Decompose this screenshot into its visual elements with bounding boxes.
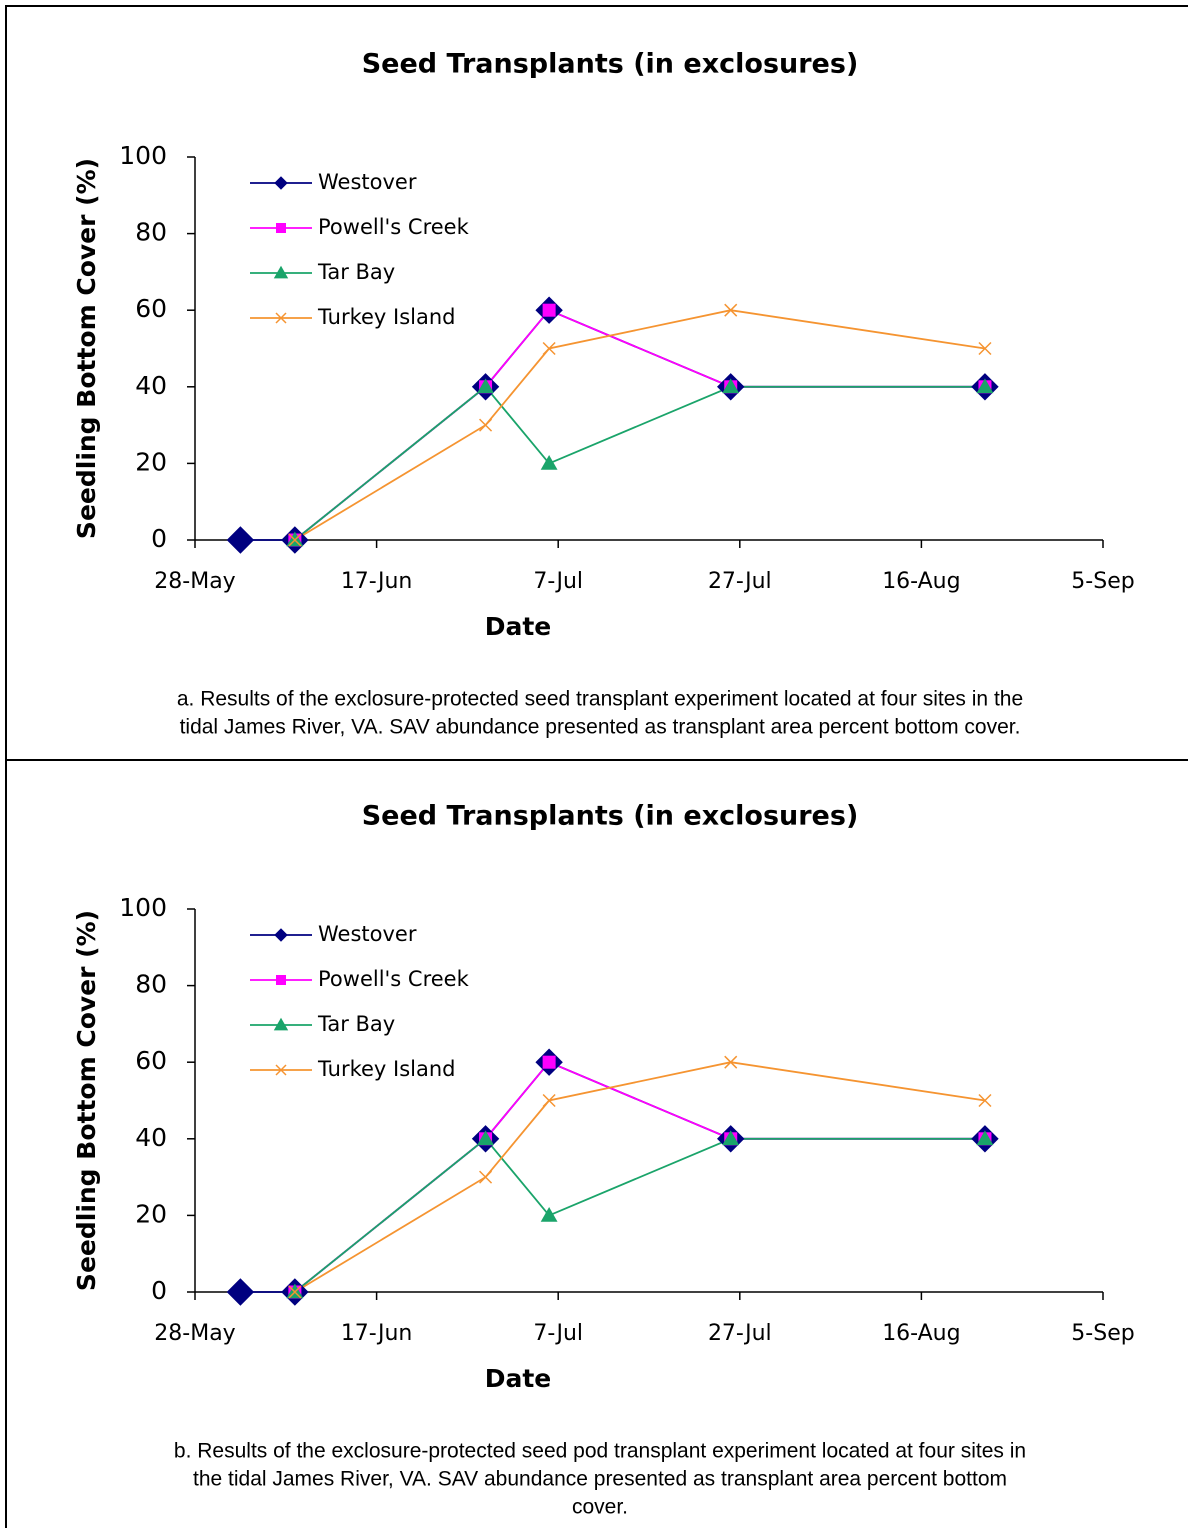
series-line (294, 385, 985, 541)
x-tick-label: 16-Aug (882, 1321, 960, 1346)
x-tick-label: 5-Sep (1071, 1321, 1134, 1346)
caption: cover. (572, 1496, 628, 1519)
legend-label: Westover (318, 922, 417, 946)
y-tick-label: 100 (119, 893, 167, 922)
y-tick-label: 0 (151, 524, 167, 553)
y-tick-label: 100 (119, 141, 167, 170)
legend-marker (276, 975, 286, 985)
caption: a. Results of the exclosure-protected se… (177, 688, 1023, 711)
data-point (978, 1093, 992, 1108)
legend-label: Tar Bay (317, 1012, 395, 1036)
data-point (724, 1055, 738, 1069)
legend-marker (273, 265, 289, 279)
data-point (226, 1278, 255, 1306)
data-point (542, 1055, 556, 1069)
y-tick-label: 20 (135, 447, 167, 476)
y-tick-label: 40 (135, 1123, 167, 1152)
legend-marker (275, 1064, 287, 1076)
x-tick-label: 7-Jul (533, 569, 583, 594)
data-point (978, 341, 992, 356)
data-point (477, 1130, 494, 1146)
x-tick-label: 27-Jul (708, 1321, 772, 1346)
legend-marker (274, 176, 288, 190)
legend-marker (276, 223, 286, 233)
data-point (976, 1130, 994, 1146)
data-point (288, 533, 302, 547)
data-point (540, 455, 558, 470)
y-tick-label: 60 (135, 1046, 167, 1075)
legend-label: Tar Bay (317, 260, 395, 284)
data-point (479, 418, 493, 432)
legend-marker (273, 1017, 289, 1031)
x-tick-label: 5-Sep (1071, 569, 1134, 594)
data-point (540, 1207, 558, 1222)
x-tick-label: 17-Jun (341, 1321, 413, 1346)
legend-label: Powell's Creek (318, 215, 470, 239)
y-axis-label: Seedling Bottom Cover (%) (72, 910, 101, 1291)
caption: tidal James River, VA. SAV abundance pre… (180, 716, 1021, 739)
caption: the tidal James River, VA. SAV abundance… (193, 1468, 1007, 1491)
data-point (226, 526, 255, 554)
x-tick-label: 16-Aug (882, 569, 960, 594)
x-tick-label: 7-Jul (533, 1321, 583, 1346)
y-tick-label: 60 (135, 294, 167, 323)
y-tick-label: 80 (135, 218, 167, 247)
series-line (294, 1137, 985, 1293)
data-point (479, 1170, 493, 1184)
data-point (477, 378, 494, 394)
data-point (288, 1285, 302, 1299)
data-point (976, 378, 994, 394)
frame (5, 5, 1188, 1528)
data-point (542, 341, 556, 356)
y-tick-label: 0 (151, 1276, 167, 1305)
data-point (724, 303, 738, 317)
chart-title: Seed Transplants (in exclosures) (362, 49, 859, 80)
x-tick-label: 28-May (154, 1321, 235, 1346)
data-point (542, 1093, 556, 1108)
y-tick-label: 80 (135, 970, 167, 999)
y-axis-label: Seedling Bottom Cover (%) (72, 158, 101, 539)
legend-marker (274, 928, 288, 942)
legend-label: Turkey Island (317, 1057, 456, 1081)
x-axis-label: Date (485, 612, 552, 641)
data-point (722, 378, 740, 394)
x-tick-label: 17-Jun (341, 569, 413, 594)
x-tick-label: 27-Jul (708, 569, 772, 594)
legend-label: Westover (318, 170, 417, 194)
legend-marker (275, 312, 287, 324)
x-tick-label: 28-May (154, 569, 235, 594)
caption: b. Results of the exclosure-protected se… (174, 1440, 1026, 1463)
legend-label: Turkey Island (317, 305, 456, 329)
legend-label: Powell's Creek (318, 967, 470, 991)
data-point (542, 303, 556, 317)
data-point (722, 1130, 740, 1146)
y-tick-label: 20 (135, 1199, 167, 1228)
chart-title: Seed Transplants (in exclosures) (362, 801, 859, 832)
x-axis-label: Date (485, 1364, 552, 1393)
y-tick-label: 40 (135, 371, 167, 400)
